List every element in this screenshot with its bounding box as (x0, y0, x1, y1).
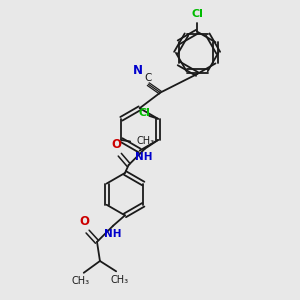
Text: Cl: Cl (138, 109, 150, 118)
Text: O: O (112, 138, 122, 151)
Text: NH: NH (136, 152, 153, 162)
Text: NH: NH (104, 229, 122, 238)
Text: CH₃: CH₃ (111, 275, 129, 285)
Text: CH₃: CH₃ (71, 276, 89, 286)
Text: CH₃: CH₃ (136, 136, 155, 146)
Text: Cl: Cl (192, 9, 204, 19)
Text: N: N (133, 64, 143, 77)
Text: C: C (145, 73, 152, 83)
Text: O: O (80, 215, 90, 228)
